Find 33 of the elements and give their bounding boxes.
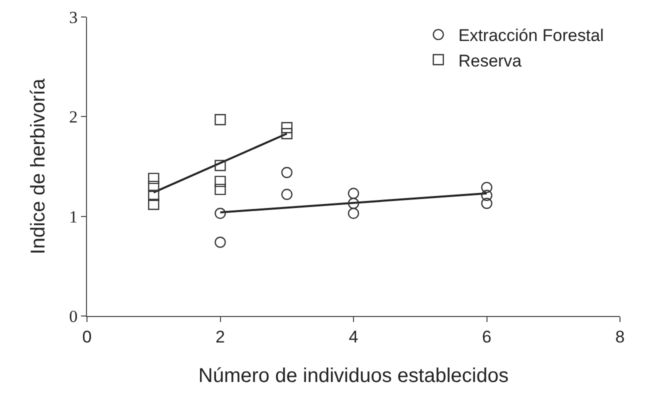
point [148, 190, 160, 201]
point [481, 182, 492, 194]
x-tick-label: 0 [82, 327, 92, 346]
x-tick-label: 4 [348, 327, 358, 346]
point [214, 114, 226, 126]
x-tick-label: 6 [482, 327, 492, 346]
y-tick-label: 0 [69, 306, 78, 326]
point [148, 172, 160, 184]
legend-label: Reserva [458, 51, 522, 70]
point [214, 176, 226, 188]
point [148, 180, 160, 192]
x-tick-label: 2 [216, 327, 225, 346]
point [348, 208, 360, 219]
point [214, 184, 226, 196]
point [214, 208, 226, 219]
point [214, 236, 226, 248]
point [214, 160, 226, 172]
point [281, 166, 292, 178]
point [481, 190, 492, 201]
point [481, 198, 492, 209]
point [348, 188, 360, 200]
point [148, 198, 160, 210]
x-axis-title: Número de individuos establecidos [198, 364, 509, 387]
point [281, 188, 292, 200]
point [281, 122, 292, 134]
y-tick-label: 1 [69, 207, 78, 226]
point [348, 198, 360, 209]
y-axis-title: Indice de herbivoría [28, 78, 50, 254]
y-tick-label: 3 [69, 8, 78, 27]
y-tick-label: 2 [69, 108, 78, 127]
x-tick-label: 8 [615, 327, 625, 346]
legend-label: Extracción Forestal [458, 26, 604, 46]
point [281, 128, 292, 140]
